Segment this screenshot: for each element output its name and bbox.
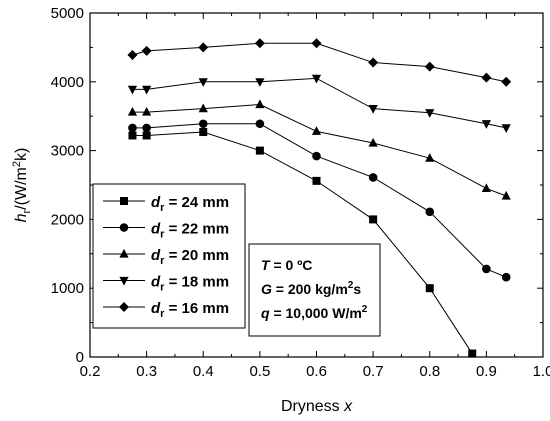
legend-marker [120,197,128,205]
data-point [141,45,152,56]
y-tick-label: 5000 [51,5,84,22]
tick-labels-layer: 0.2 0.3 0.4 0.5 0.6 0.7 0.8 0.9 1.0 0 1000 2000 3000… [51,5,550,380]
legend-label: dr = 20 mm [151,247,229,267]
data-point [128,131,137,140]
data-point [481,183,491,193]
x-tick-label: 0.9 [476,363,497,380]
data-point [127,85,138,95]
legend-marker [119,223,129,232]
data-point [127,106,138,116]
data-point [142,123,151,133]
data-point [254,38,265,49]
data-point [311,126,322,135]
data-point [255,119,265,129]
legend-marker [119,248,129,258]
data-point [425,109,435,118]
legend-label: dr = 18 mm [151,274,229,294]
data-point [481,120,491,129]
x-tick-label: 0.6 [306,363,327,380]
data-point [255,99,265,109]
data-point [199,128,208,137]
data-point [368,173,378,182]
data-point [142,85,152,95]
y-tick-label: 3000 [51,143,84,160]
legend-marker [119,302,129,312]
series-1 [128,128,477,358]
data-point [424,61,435,72]
data-point [368,57,379,68]
x-tick-label: 0.2 [80,363,101,380]
data-point [311,38,322,49]
data-point [368,105,378,114]
series-line [132,131,473,354]
x-tick-label: 0.4 [193,363,214,380]
data-point [369,215,378,224]
data-point [198,78,208,87]
data-point [425,153,435,162]
condition-text: q = 10,000 W/m2 [261,304,368,321]
data-point [312,176,321,185]
data-point [311,74,322,84]
legend-item: dr = 22 mm [103,221,229,241]
series-4 [127,74,511,133]
data-point [198,119,208,129]
x-tick-label: 0.5 [249,363,270,380]
x-axis-title: Dryness x [281,398,353,415]
data-point [368,137,378,147]
series-3 [127,99,511,200]
series-2 [128,119,511,282]
y-tick-label: 0 [76,349,84,366]
legend-item: dr = 16 mm [103,300,229,320]
data-point [198,103,208,113]
legend-item: dr = 24 mm [103,194,229,214]
conditions-frame [248,243,381,337]
plot-area-frame [89,12,544,358]
legend-label: dr = 24 mm [151,194,229,214]
legend-marker [119,276,129,286]
legend-label: dr = 22 mm [151,221,229,241]
x-tick-label: 1.0 [533,363,550,380]
data-point [142,131,151,140]
legend: dr = 24 mm dr = 22 mm dr = 20 mm dr = 18 mm… [92,183,246,329]
y-axis-title: hr/(W/m2k) [11,148,33,223]
conditions-box: T = 0 ºC G = 200 kg/m2s q = 10,000 W/m2 [248,243,381,337]
legend-item: dr = 18 mm [103,274,229,294]
legend-item: dr = 20 mm [103,247,229,267]
data-point [468,349,477,358]
y-tick-label: 4000 [51,74,84,91]
data-point [501,272,511,282]
data-point [128,123,137,133]
data-point [425,284,434,293]
x-tick-label: 0.7 [363,363,384,380]
data-point [501,124,511,133]
data-point [501,76,512,87]
data-point [255,78,265,87]
data-point [127,49,138,60]
data-point [481,72,492,83]
data-point [198,42,209,53]
data-point [501,190,511,200]
series-line [132,77,507,129]
legend-box [92,183,246,329]
data-point [425,207,435,217]
x-tick-label: 0.8 [419,363,440,380]
series-layer [127,38,512,358]
y-tick-label: 1000 [51,280,84,297]
series-5 [127,38,512,87]
data-point [312,151,321,161]
y-tick-label: 2000 [51,211,84,228]
condition-text: G = 200 kg/m2s [261,280,361,297]
x-tick-label: 0.3 [136,363,157,380]
data-point [142,106,152,116]
condition-text: T = 0 ºC [261,257,312,273]
data-point [255,146,264,155]
data-point [482,264,491,274]
legend-label: dr = 16 mm [151,300,229,320]
